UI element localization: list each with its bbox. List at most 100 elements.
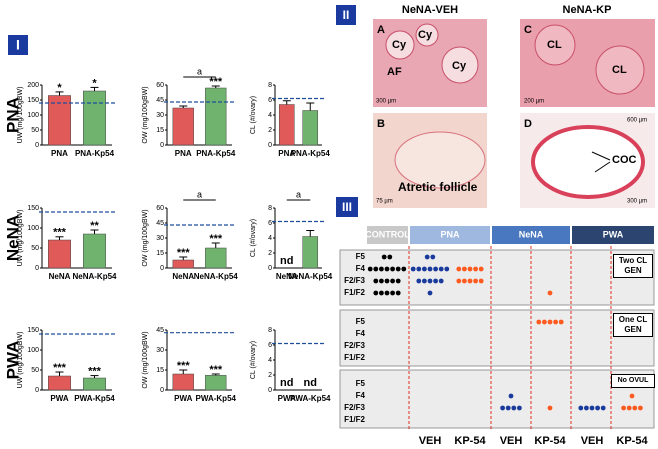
bracket-label: a xyxy=(296,189,301,199)
dot xyxy=(456,266,462,272)
image-letter: B xyxy=(377,118,385,130)
y-axis-label: UW (mg/100gBW) xyxy=(17,332,24,389)
y-tick-label: 150 xyxy=(27,205,39,212)
dot xyxy=(422,278,427,284)
bar xyxy=(48,375,71,391)
bar xyxy=(172,259,194,269)
bar xyxy=(83,377,106,391)
dot xyxy=(584,405,589,411)
dot xyxy=(387,254,393,260)
y-tick-label: 30 xyxy=(156,235,164,242)
header-cell xyxy=(367,226,408,244)
significance: *** xyxy=(177,247,191,259)
x-tick-label: PWA xyxy=(174,394,192,403)
y-axis-label: CL (#/ovary) xyxy=(250,341,257,379)
header-cell xyxy=(492,226,570,244)
image-letter: D xyxy=(524,118,532,130)
y-tick-label: 60 xyxy=(156,205,164,212)
dot xyxy=(456,278,462,284)
header-label: PWA xyxy=(603,229,624,239)
follicle xyxy=(441,46,479,84)
row-label: NeNA xyxy=(3,215,22,261)
panel-badge xyxy=(8,35,28,55)
dot xyxy=(517,405,522,411)
row-label: F5 xyxy=(356,252,366,261)
dot xyxy=(632,405,638,411)
y-tick-label: 15 xyxy=(156,367,164,374)
y-tick-label: 2 xyxy=(268,372,272,379)
y-axis-label: OW (mg/100gBW) xyxy=(142,209,149,266)
dot xyxy=(438,266,444,272)
y-tick-label: 0 xyxy=(160,142,164,149)
dot xyxy=(379,278,384,284)
y-tick-label: 4 xyxy=(268,112,272,119)
dot xyxy=(438,278,444,284)
dot xyxy=(427,266,433,272)
y-tick-label: 200 xyxy=(27,82,39,89)
image-label: Cy xyxy=(452,60,467,72)
y-tick-label: 30 xyxy=(156,112,164,119)
row-label: F2/F3 xyxy=(344,403,365,412)
y-tick-label: 150 xyxy=(27,327,39,334)
bar xyxy=(205,375,227,391)
dot xyxy=(424,254,430,260)
dot xyxy=(478,278,484,284)
dot xyxy=(390,290,395,296)
y-tick-label: 100 xyxy=(27,112,39,119)
y-axis-label: OW (mg/100gBW) xyxy=(142,331,149,388)
y-tick-label: 2 xyxy=(268,250,272,257)
column-label: VEH xyxy=(500,435,523,447)
dot xyxy=(589,405,595,411)
dot xyxy=(600,405,606,411)
bracket-label: a xyxy=(197,66,202,76)
bracket-label: a xyxy=(197,189,202,199)
scale-bar: 200 µm xyxy=(524,99,544,105)
row-label: F4 xyxy=(356,329,366,338)
x-tick-label: PWA-Kp54 xyxy=(196,394,237,403)
column-label: VEH xyxy=(419,435,442,447)
y-tick-label: 50 xyxy=(31,367,39,374)
significance: * xyxy=(57,82,62,94)
dot xyxy=(508,393,514,399)
image-label: CL xyxy=(612,64,627,76)
corpus-luteum xyxy=(595,45,645,95)
x-tick-label: NeNA-Kp54 xyxy=(72,272,117,281)
header-cell xyxy=(410,226,490,244)
dot xyxy=(416,266,422,272)
x-tick-label: PNA xyxy=(278,149,295,158)
y-tick-label: 8 xyxy=(268,327,272,334)
bar xyxy=(83,233,106,269)
row-label: PWA xyxy=(3,341,22,380)
x-tick-label: PWA-Kp54 xyxy=(290,394,331,403)
dot xyxy=(638,405,643,411)
significance: *** xyxy=(209,364,223,376)
header-cell xyxy=(572,226,654,244)
dot xyxy=(595,405,600,411)
panel-label: II xyxy=(343,8,350,22)
scale-bar: 600 µm xyxy=(627,118,647,124)
dot xyxy=(578,405,584,411)
follicle xyxy=(415,23,439,47)
y-tick-label: 50 xyxy=(31,245,39,252)
dot xyxy=(384,290,390,296)
column-label: KP-54 xyxy=(616,435,648,447)
dot xyxy=(558,319,564,325)
y-tick-label: 15 xyxy=(156,127,164,134)
group-label: One CL GEN xyxy=(613,313,653,337)
dot xyxy=(547,290,553,296)
significance: nd xyxy=(304,377,317,389)
group-box xyxy=(339,249,655,306)
panel-badge xyxy=(336,197,358,217)
dot xyxy=(367,266,373,272)
dot xyxy=(473,278,478,284)
dot xyxy=(462,278,467,284)
bar xyxy=(83,90,106,146)
column-label: KP-54 xyxy=(454,435,486,447)
x-tick-label: PWA xyxy=(278,394,296,403)
follicle xyxy=(394,131,486,189)
column-header: NeNA-VEH xyxy=(402,4,458,16)
bar xyxy=(172,373,194,391)
y-tick-label: 50 xyxy=(31,127,39,134)
y-tick-label: 0 xyxy=(35,142,39,149)
significance: nd xyxy=(280,255,293,267)
